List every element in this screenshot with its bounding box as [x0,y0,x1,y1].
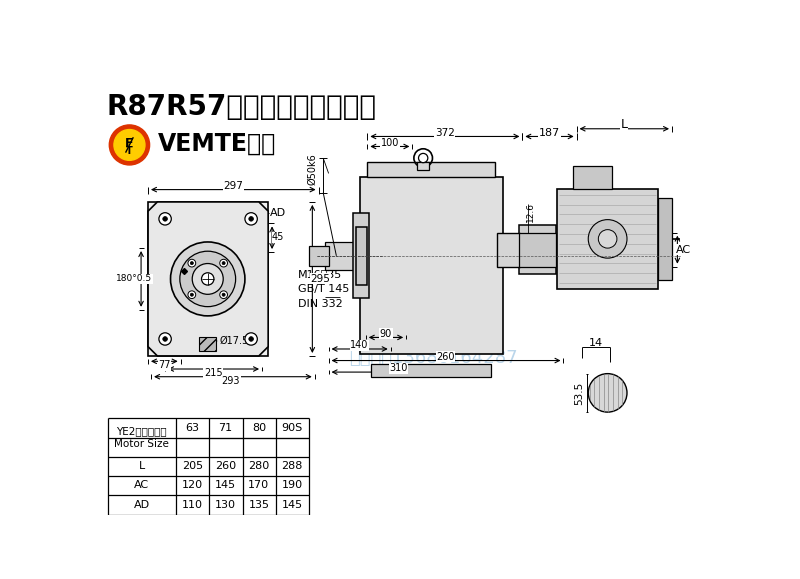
Bar [573,166,611,189]
Text: 215: 215 [204,368,222,378]
Text: 187: 187 [539,127,560,138]
Circle shape [190,293,194,296]
Bar [518,233,556,266]
Text: 310: 310 [389,363,407,373]
Polygon shape [148,202,268,356]
Bar [310,246,329,266]
Bar [371,364,491,378]
Text: 生产厂家13686164287: 生产厂家13686164287 [349,349,518,367]
Text: 145: 145 [282,500,302,510]
Circle shape [202,273,214,285]
Circle shape [245,212,258,225]
Text: 80: 80 [252,423,266,433]
Text: YE2电机机座号
Motor Size: YE2电机机座号 Motor Size [114,426,170,449]
Bar [199,336,216,350]
Circle shape [220,259,227,267]
Text: 90S: 90S [282,423,303,433]
Text: VEMTE传动: VEMTE传动 [158,132,276,156]
Circle shape [188,259,196,267]
Text: 120: 120 [182,480,202,490]
Circle shape [220,291,227,299]
Circle shape [588,373,627,412]
Text: 205: 205 [182,461,202,471]
Text: 100: 100 [381,138,399,148]
Bar [658,198,672,280]
Circle shape [418,153,428,163]
Text: 297: 297 [223,181,243,190]
Text: 190: 190 [282,480,302,490]
Circle shape [188,291,196,299]
Bar [367,162,495,177]
Circle shape [170,242,245,316]
Circle shape [159,212,171,225]
Text: VE(唯玛特)减速电机: VE(唯玛特)减速电机 [377,330,490,348]
Text: 280: 280 [248,461,270,471]
Bar [558,189,658,289]
Circle shape [192,263,223,294]
Text: L: L [138,461,145,471]
Circle shape [588,219,627,258]
Bar [356,226,366,285]
Text: 63: 63 [186,423,199,433]
Text: 140: 140 [350,340,369,350]
Circle shape [180,251,236,307]
Text: R87R57减速机电机尺寸图纸: R87R57减速机电机尺寸图纸 [106,93,376,120]
Text: 14: 14 [589,338,603,348]
Text: L: L [621,119,627,131]
Text: AC: AC [676,245,691,255]
Text: 295: 295 [310,274,330,284]
Text: Ø50k6: Ø50k6 [307,153,317,185]
Text: T: T [126,146,133,156]
Circle shape [249,217,254,221]
Bar [354,214,369,298]
Bar [497,233,520,266]
Circle shape [162,217,167,221]
Text: M16深35
GB/T 145
DIN 332: M16深35 GB/T 145 DIN 332 [298,269,349,309]
Text: 77: 77 [158,360,170,370]
Text: Ø17.5: Ø17.5 [219,335,249,346]
Circle shape [245,333,258,345]
Bar [360,177,503,354]
Text: 180°0.5: 180°0.5 [116,274,152,283]
Text: 260: 260 [437,351,455,362]
Text: 260: 260 [215,461,236,471]
Circle shape [598,230,617,248]
Circle shape [162,336,167,341]
Bar [518,225,556,274]
Circle shape [249,336,254,341]
Text: 110: 110 [182,500,202,510]
Circle shape [110,125,150,165]
Text: 170: 170 [248,480,270,490]
Circle shape [222,262,225,265]
Text: 90: 90 [380,329,392,339]
Text: 372: 372 [435,127,455,138]
Text: 45: 45 [272,232,285,243]
Text: 53.5: 53.5 [574,381,584,405]
Text: 288: 288 [282,461,303,471]
Text: 145: 145 [215,480,236,490]
Circle shape [222,293,225,296]
Circle shape [159,333,171,345]
Bar [417,162,430,170]
Text: 293: 293 [222,376,240,386]
Text: AC: AC [134,480,150,490]
Bar [148,202,268,356]
Text: 12.6: 12.6 [526,201,534,222]
Circle shape [114,130,145,160]
Text: 71: 71 [218,423,233,433]
Text: 130: 130 [215,500,236,510]
Text: F: F [125,137,134,150]
Text: 135: 135 [248,500,270,510]
Text: AD: AD [270,208,286,218]
Circle shape [190,262,194,265]
Text: AD: AD [134,500,150,510]
Bar [325,242,363,270]
